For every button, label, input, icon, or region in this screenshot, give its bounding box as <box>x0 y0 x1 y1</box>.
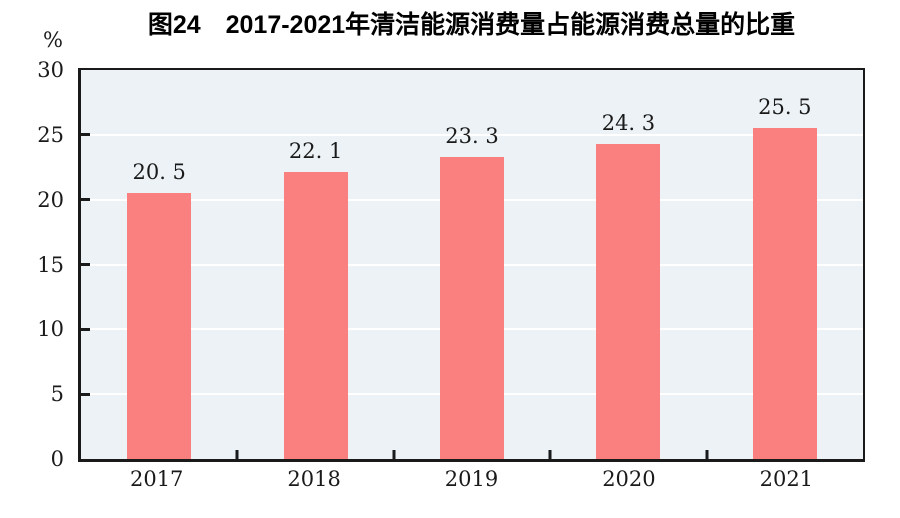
x-axis-tick-2 <box>392 450 396 459</box>
bar-slot-2021: 25. 5 <box>707 70 863 459</box>
x-axis-labels: 2017 2018 2019 2020 2021 <box>78 467 865 491</box>
x-axis-tick-1 <box>235 450 239 459</box>
y-axis-labels: 0 5 10 15 20 25 30 <box>0 59 64 470</box>
y-tick-label-30: 30 <box>37 58 64 82</box>
x-axis-tick-3 <box>548 450 552 459</box>
y-tick-label-20: 20 <box>37 187 64 212</box>
bar-2020 <box>596 143 661 459</box>
x-axis-tick-4 <box>705 450 709 459</box>
value-label-2020: 24. 3 <box>601 110 656 135</box>
bar-2017 <box>127 193 192 459</box>
bars-row: 20. 5 22. 1 23. 3 24. 3 25. 5 <box>81 70 863 459</box>
value-label-2018: 22. 1 <box>288 139 343 164</box>
x-tick-label-2021: 2021 <box>759 467 814 491</box>
bar-slot-2018: 22. 1 <box>237 70 393 459</box>
value-label-2019: 23. 3 <box>445 123 499 148</box>
x-tick-label-2020: 2020 <box>602 467 656 491</box>
chart-title: 图24 2017-2021年清洁能源消费量占能源消费总量的比重 <box>147 11 796 39</box>
y-axis-tick-25 <box>81 133 90 137</box>
value-label-2017: 20. 5 <box>132 160 186 185</box>
y-tick-label-0: 0 <box>50 447 64 471</box>
bar-slot-2020: 24. 3 <box>550 70 706 459</box>
bar-2021 <box>752 128 817 459</box>
x-tick-label-2018: 2018 <box>287 467 341 491</box>
value-label-2021: 25. 5 <box>758 95 812 120</box>
x-tick-label-2019: 2019 <box>444 467 499 491</box>
y-axis-unit-label: % <box>43 28 63 52</box>
plot-area: 20. 5 22. 1 23. 3 24. 3 25. 5 <box>78 68 865 462</box>
x-tick-label-2017: 2017 <box>129 467 184 491</box>
y-tick-label-5: 5 <box>50 382 64 407</box>
bar-slot-2017: 20. 5 <box>81 70 237 459</box>
y-tick-label-25: 25 <box>37 122 64 147</box>
y-tick-label-15: 15 <box>37 252 64 277</box>
y-axis-tick-10 <box>81 327 90 331</box>
bar-2018 <box>283 172 348 459</box>
y-axis-tick-20 <box>81 198 90 202</box>
bar-2019 <box>440 156 505 459</box>
y-axis-tick-15 <box>81 263 90 266</box>
y-tick-label-10: 10 <box>37 317 64 342</box>
y-axis-tick-5 <box>81 392 90 396</box>
bar-slot-2019: 23. 3 <box>394 70 550 459</box>
gridline-25 <box>81 133 863 136</box>
